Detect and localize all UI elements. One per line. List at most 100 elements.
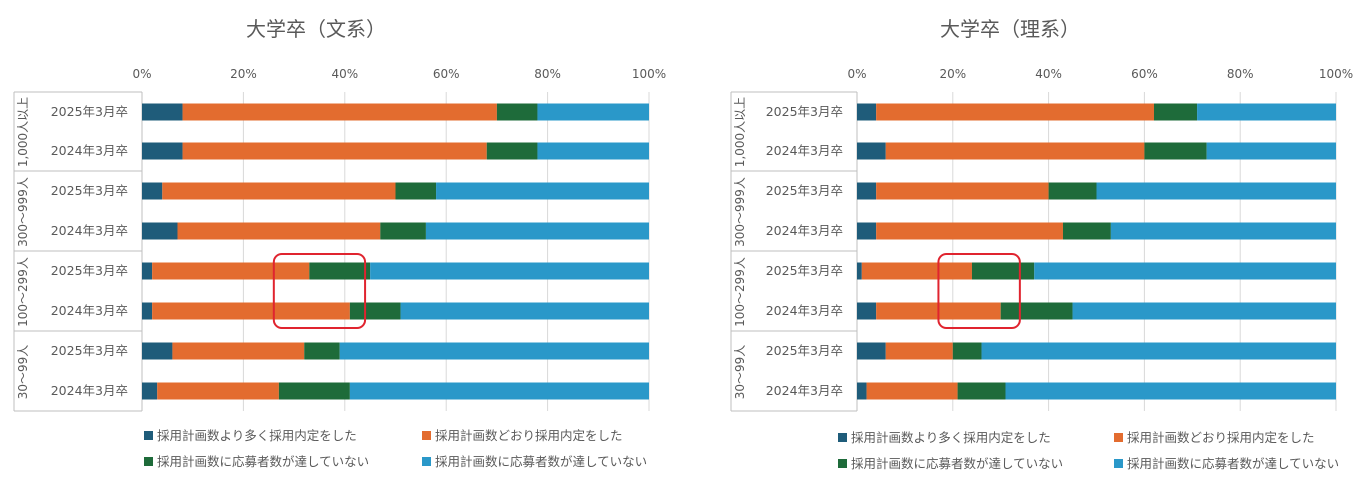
bar-segment-4 <box>537 103 649 121</box>
bar-segment-3 <box>395 182 437 200</box>
bar-segment-4 <box>537 142 649 160</box>
legend-swatch <box>422 457 431 466</box>
x-tick-label: 80% <box>534 67 561 81</box>
x-tick-label: 0% <box>847 67 866 81</box>
category-label: 2024年3月卒 <box>766 303 843 318</box>
chart-title: 大学卒（文系） <box>246 17 386 41</box>
bar-segment-3 <box>952 342 982 360</box>
legend-label: 採用計画数より多く採用内定をした <box>851 430 1051 445</box>
legend-swatch <box>1114 433 1123 442</box>
bar-segment-1 <box>142 142 183 160</box>
category-label: 2024年3月卒 <box>766 143 843 158</box>
bar-segment-2 <box>152 302 350 320</box>
bar-segment-2 <box>157 382 279 400</box>
bar-segment-4 <box>436 182 649 200</box>
legend-label: 採用計画数に応募者数が達していない <box>435 454 647 469</box>
group-label: 100～299人 <box>16 257 30 327</box>
chart-2: 大学卒（理系） 0% 20% 40% 60% 80% 100% 1,000人以上 2025年3月… <box>730 17 1353 471</box>
bar-segment-4 <box>339 342 649 360</box>
bar-segment-1 <box>857 142 886 160</box>
bar-segment-1 <box>857 222 877 240</box>
bar-segment-4 <box>370 262 649 280</box>
legend-label: 採用計画数どおり採用内定をした <box>1127 430 1315 445</box>
highlight-box <box>937 253 1021 329</box>
bar-segment-4 <box>1197 103 1336 121</box>
bar-segment-1 <box>857 103 877 121</box>
bar-segment-1 <box>142 222 178 240</box>
bar-segment-1 <box>857 302 877 320</box>
group-label: 1,000人以上 <box>16 97 30 167</box>
bar-segment-4 <box>1005 382 1336 400</box>
category-label: 2025年3月卒 <box>51 104 128 119</box>
legend-label: 採用計画数どおり採用内定をした <box>435 428 623 443</box>
category-label: 2024年3月卒 <box>51 383 128 398</box>
bar-segment-3 <box>1144 142 1207 160</box>
bar-segment-3 <box>278 382 350 400</box>
bar-segment-2 <box>182 142 487 160</box>
bar-segment-2 <box>177 222 381 240</box>
group-label: 100～299人 <box>733 257 747 327</box>
bar-segment-2 <box>885 142 1145 160</box>
legend-swatch <box>1114 459 1123 468</box>
bar-segment-2 <box>866 382 958 400</box>
legend-swatch <box>838 459 847 468</box>
bar-segment-3 <box>304 342 340 360</box>
bar-segment-3 <box>380 222 426 240</box>
category-label: 2025年3月卒 <box>766 263 843 278</box>
x-tick-label: 100% <box>1319 67 1353 81</box>
x-tick-label: 100% <box>632 67 666 81</box>
x-tick-label: 60% <box>1131 67 1158 81</box>
bar-segment-4 <box>981 342 1336 360</box>
bar-segment-2 <box>182 103 497 121</box>
category-label: 2024年3月卒 <box>51 303 128 318</box>
bar-segment-1 <box>857 262 862 280</box>
bar-segment-4 <box>1072 302 1336 320</box>
bar-segment-2 <box>885 342 953 360</box>
bar-segment-2 <box>152 262 310 280</box>
x-tick-label: 80% <box>1227 67 1254 81</box>
category-label: 2025年3月卒 <box>766 343 843 358</box>
bar-segment-1 <box>142 103 183 121</box>
x-tick-label: 40% <box>331 67 358 81</box>
category-label: 2024年3月卒 <box>51 143 128 158</box>
bar-segment-3 <box>1062 222 1111 240</box>
bar-segment-1 <box>857 342 886 360</box>
bar-segment-3 <box>1153 103 1198 121</box>
bar-segment-4 <box>1034 262 1336 280</box>
legend-label: 採用計画数に応募者数が達していない <box>157 454 369 469</box>
bar-segment-3 <box>957 382 1006 400</box>
bar-segment-2 <box>876 182 1049 200</box>
highlight-box <box>272 253 367 329</box>
bar-segment-2 <box>876 103 1154 121</box>
bar-segment-1 <box>142 302 153 320</box>
legend-swatch <box>144 431 153 440</box>
bar-segment-1 <box>142 342 173 360</box>
category-label: 2024年3月卒 <box>51 223 128 238</box>
legend-swatch <box>838 433 847 442</box>
bar-segment-3 <box>349 302 401 320</box>
bar-segment-4 <box>400 302 649 320</box>
x-tick-label: 20% <box>939 67 966 81</box>
bar-segment-3 <box>1048 182 1097 200</box>
bar-segment-1 <box>857 182 877 200</box>
category-label: 2025年3月卒 <box>766 183 843 198</box>
legend-label: 採用計画数に応募者数が達していない <box>851 456 1063 471</box>
chart-1: 大学卒（文系） 0% 20% 40% 60% 80% 100% 1,000人以上 2025年3月… <box>13 17 666 469</box>
bar-segment-3 <box>971 262 1035 280</box>
category-label: 2024年3月卒 <box>766 383 843 398</box>
bar-segment-4 <box>1110 222 1336 240</box>
group-label: 30～99人 <box>16 345 30 400</box>
bar-segment-1 <box>142 382 158 400</box>
bar-segment-2 <box>861 262 972 280</box>
legend-swatch <box>422 431 431 440</box>
bar-segment-2 <box>162 182 396 200</box>
bar-segment-3 <box>309 262 371 280</box>
x-tick-label: 0% <box>132 67 151 81</box>
group-label: 30～99人 <box>733 345 747 400</box>
bar-segment-4 <box>349 382 649 400</box>
bar-segment-1 <box>142 262 153 280</box>
bar-segment-4 <box>1096 182 1336 200</box>
legend-label: 採用計画数に応募者数が達していない <box>1127 456 1339 471</box>
bar-segment-1 <box>142 182 163 200</box>
chart-title: 大学卒（理系） <box>940 17 1080 41</box>
